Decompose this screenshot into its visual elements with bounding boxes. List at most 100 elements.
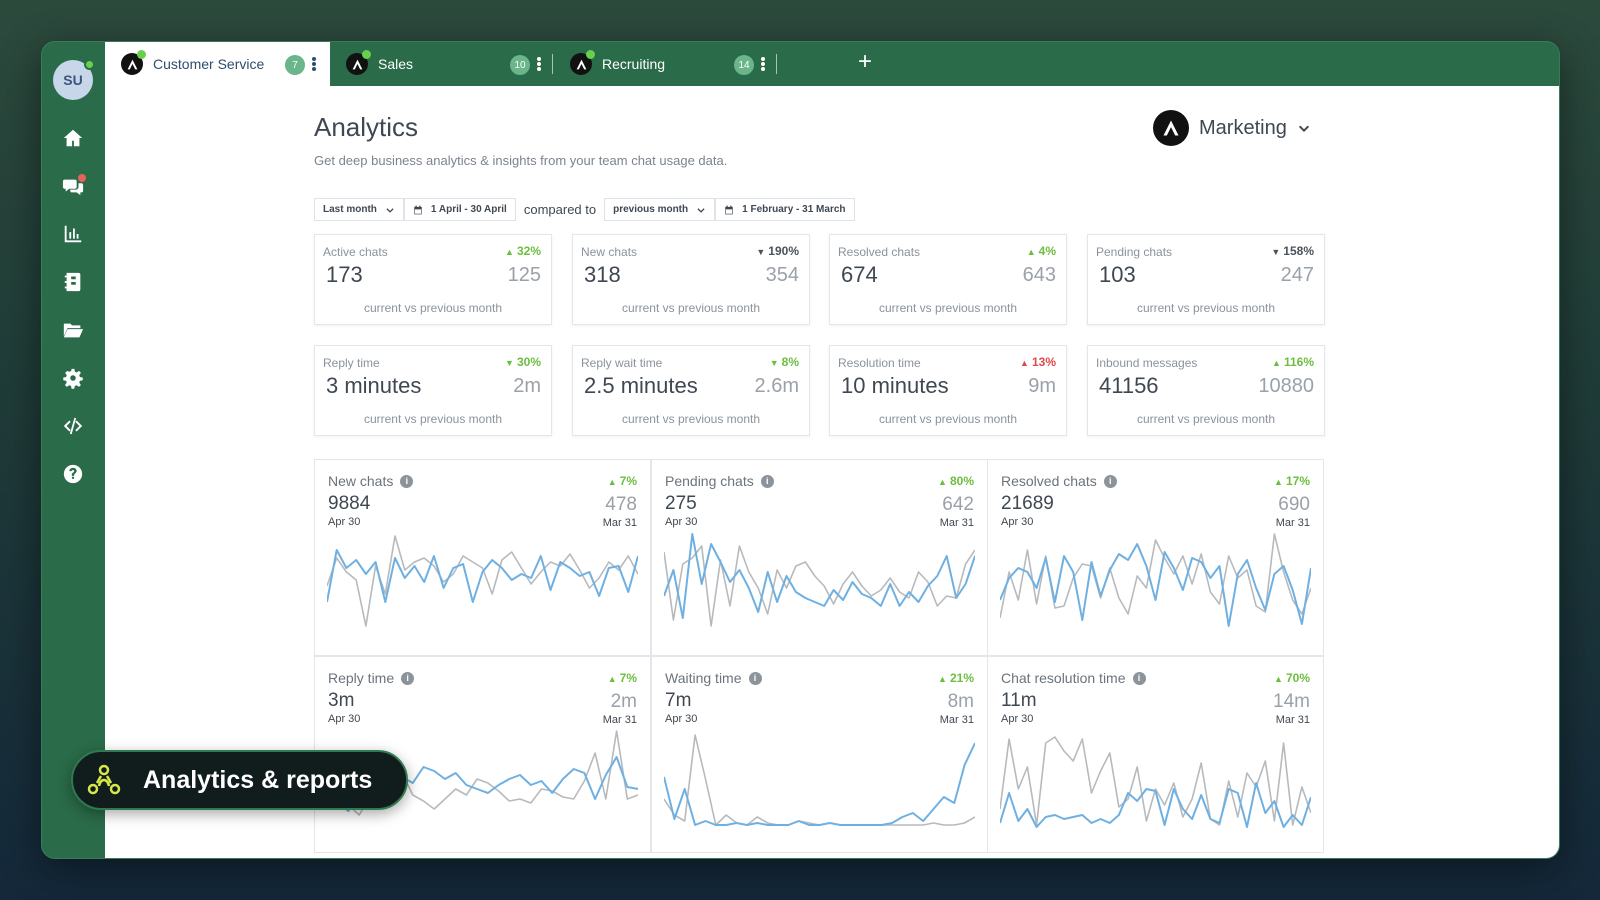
chart-change-value: 21% xyxy=(949,671,974,685)
kpi-value: 674 xyxy=(841,262,878,287)
trend-chart-card: Waiting time i ▲ 21% 7m Apr 30 8m Mar 31 xyxy=(651,656,988,853)
online-status-dot xyxy=(84,59,95,70)
info-icon[interactable]: i xyxy=(401,671,415,685)
trend-chart-card: New chats i ▲ 7% 9884 Apr 30 478 Mar 31 xyxy=(314,459,651,656)
avatar-initials: SU xyxy=(63,72,83,88)
info-icon[interactable]: i xyxy=(1132,671,1146,685)
chart-change: ▲ 7% xyxy=(608,671,637,685)
calendar-icon xyxy=(725,205,733,214)
info-icon[interactable]: i xyxy=(400,474,414,488)
chart-previous-date: Mar 31 xyxy=(939,517,974,529)
kpi-card: Resolution time ▲ 13% 10 minutes 9m current v… xyxy=(829,345,1067,436)
team-selector[interactable]: Marketing xyxy=(1153,110,1311,146)
home-icon[interactable] xyxy=(60,125,86,151)
trend-arrow-icon: ▼ xyxy=(756,247,766,257)
kpi-card: Reply wait time ▼ 8% 2.5 minutes 2.6m current… xyxy=(572,345,810,436)
kpi-previous-value: 354 xyxy=(765,264,799,286)
tab-menu-icon[interactable] xyxy=(536,54,542,74)
sidebar: SU xyxy=(42,42,105,858)
kpi-change-value: 4% xyxy=(1038,244,1056,258)
kpi-footer: current vs previous month xyxy=(621,412,761,426)
workspace-tabs: Customer Service 7 Sales 10 Recruiting 1… xyxy=(105,42,1559,86)
tab-label: Recruiting xyxy=(602,56,666,72)
chart-change-value: 70% xyxy=(1285,671,1310,685)
feature-badge-label: Analytics & reports xyxy=(143,765,373,794)
kpi-previous-value: 643 xyxy=(1022,264,1056,286)
chart-change-value: 17% xyxy=(1285,474,1310,488)
info-icon[interactable]: i xyxy=(748,671,762,685)
chevron-down-icon xyxy=(1298,125,1309,132)
kpi-footer: current vs previous month xyxy=(363,412,503,426)
kpi-value: 103 xyxy=(1099,262,1136,287)
current-period-line xyxy=(1000,782,1311,828)
tab-menu-icon[interactable] xyxy=(760,54,766,74)
workspace-logo-icon xyxy=(121,50,146,75)
info-icon[interactable]: i xyxy=(1103,474,1117,488)
trend-arrow-icon: ▲ xyxy=(1274,674,1283,684)
tab-sales[interactable]: Sales 10 xyxy=(330,42,554,86)
code-icon[interactable] xyxy=(60,413,86,439)
kpi-change-value: 158% xyxy=(1283,244,1314,258)
add-tab-button[interactable]: + xyxy=(857,48,872,75)
chart-current-date: Apr 30 xyxy=(1001,713,1034,725)
line-chart xyxy=(1000,533,1311,627)
tab-customer-service[interactable]: Customer Service 7 xyxy=(105,42,330,86)
kpi-label: New chats xyxy=(581,245,638,259)
line-chart xyxy=(664,734,975,826)
kpi-previous-value: 247 xyxy=(1280,264,1314,286)
tab-menu-icon[interactable] xyxy=(311,54,317,74)
chart-current-value: 11m xyxy=(1001,690,1037,711)
trend-chart-card: Resolved chats i ▲ 17% 21689 Apr 30 690 Mar 31 xyxy=(987,459,1324,656)
analytics-page: Analytics Get deep business analytics & … xyxy=(105,86,1559,858)
workspace-logo-icon xyxy=(570,50,595,75)
chart-title: Reply time xyxy=(328,670,395,686)
chart-change-value: 80% xyxy=(949,474,974,488)
tab-label: Customer Service xyxy=(153,56,265,72)
chart-change: ▲ 21% xyxy=(938,671,974,685)
kpi-label: Reply wait time xyxy=(581,356,663,370)
chart-current-date: Apr 30 xyxy=(665,516,698,528)
kpi-previous-value: 2.6m xyxy=(754,375,799,397)
kpi-change-value: 190% xyxy=(768,244,799,258)
kpi-change: ▲ 32% xyxy=(505,244,541,258)
chart-title-row: Pending chats i xyxy=(665,473,774,489)
tab-count-badge: 14 xyxy=(734,55,754,75)
chart-change: ▲ 80% xyxy=(938,474,974,488)
gear-icon[interactable] xyxy=(60,365,86,391)
period-select[interactable]: Last month xyxy=(314,198,404,221)
chart-change: ▲ 7% xyxy=(608,474,637,488)
kpi-label: Pending chats xyxy=(1096,245,1173,259)
team-name: Marketing xyxy=(1199,116,1287,139)
help-icon[interactable] xyxy=(60,461,86,487)
previous-period-line xyxy=(664,545,975,627)
trend-arrow-icon: ▲ xyxy=(938,477,947,487)
trend-arrow-icon: ▲ xyxy=(938,674,947,684)
info-icon[interactable]: i xyxy=(760,474,774,488)
chevron-down-icon xyxy=(386,207,394,213)
trend-arrow-icon: ▲ xyxy=(1272,358,1281,368)
kpi-change-value: 8% xyxy=(781,355,799,369)
bar-chart-icon[interactable] xyxy=(60,221,86,247)
line-chart xyxy=(327,535,638,627)
kpi-value: 41156 xyxy=(1099,373,1159,398)
line-chart xyxy=(664,533,975,627)
compare-date-range[interactable]: 1 February - 31 March xyxy=(715,198,855,221)
app-window: SU Customer Servi xyxy=(41,41,1560,859)
avatar[interactable]: SU xyxy=(53,59,95,100)
kpi-footer: current vs previous month xyxy=(363,301,503,315)
chevron-down-icon xyxy=(697,207,705,213)
kpi-label: Active chats xyxy=(323,245,388,259)
kpi-card: Resolved chats ▲ 4% 674 643 current vs previo… xyxy=(829,234,1067,325)
chart-previous-date: Mar 31 xyxy=(939,714,974,726)
calendar-icon xyxy=(414,205,422,214)
tab-recruiting[interactable]: Recruiting 14 xyxy=(554,42,778,86)
kpi-change: ▼ 158% xyxy=(1271,244,1314,258)
kpi-change: ▼ 30% xyxy=(505,355,541,369)
contacts-book-icon[interactable] xyxy=(60,269,86,295)
chart-title-row: Chat resolution time i xyxy=(1001,670,1146,686)
period-date-range[interactable]: 1 April - 30 April xyxy=(403,198,516,221)
compare-period-select[interactable]: previous month xyxy=(604,198,716,221)
folder-icon[interactable] xyxy=(60,317,86,343)
chat-bubbles-icon[interactable] xyxy=(60,173,86,199)
tab-count-badge: 7 xyxy=(285,55,305,75)
